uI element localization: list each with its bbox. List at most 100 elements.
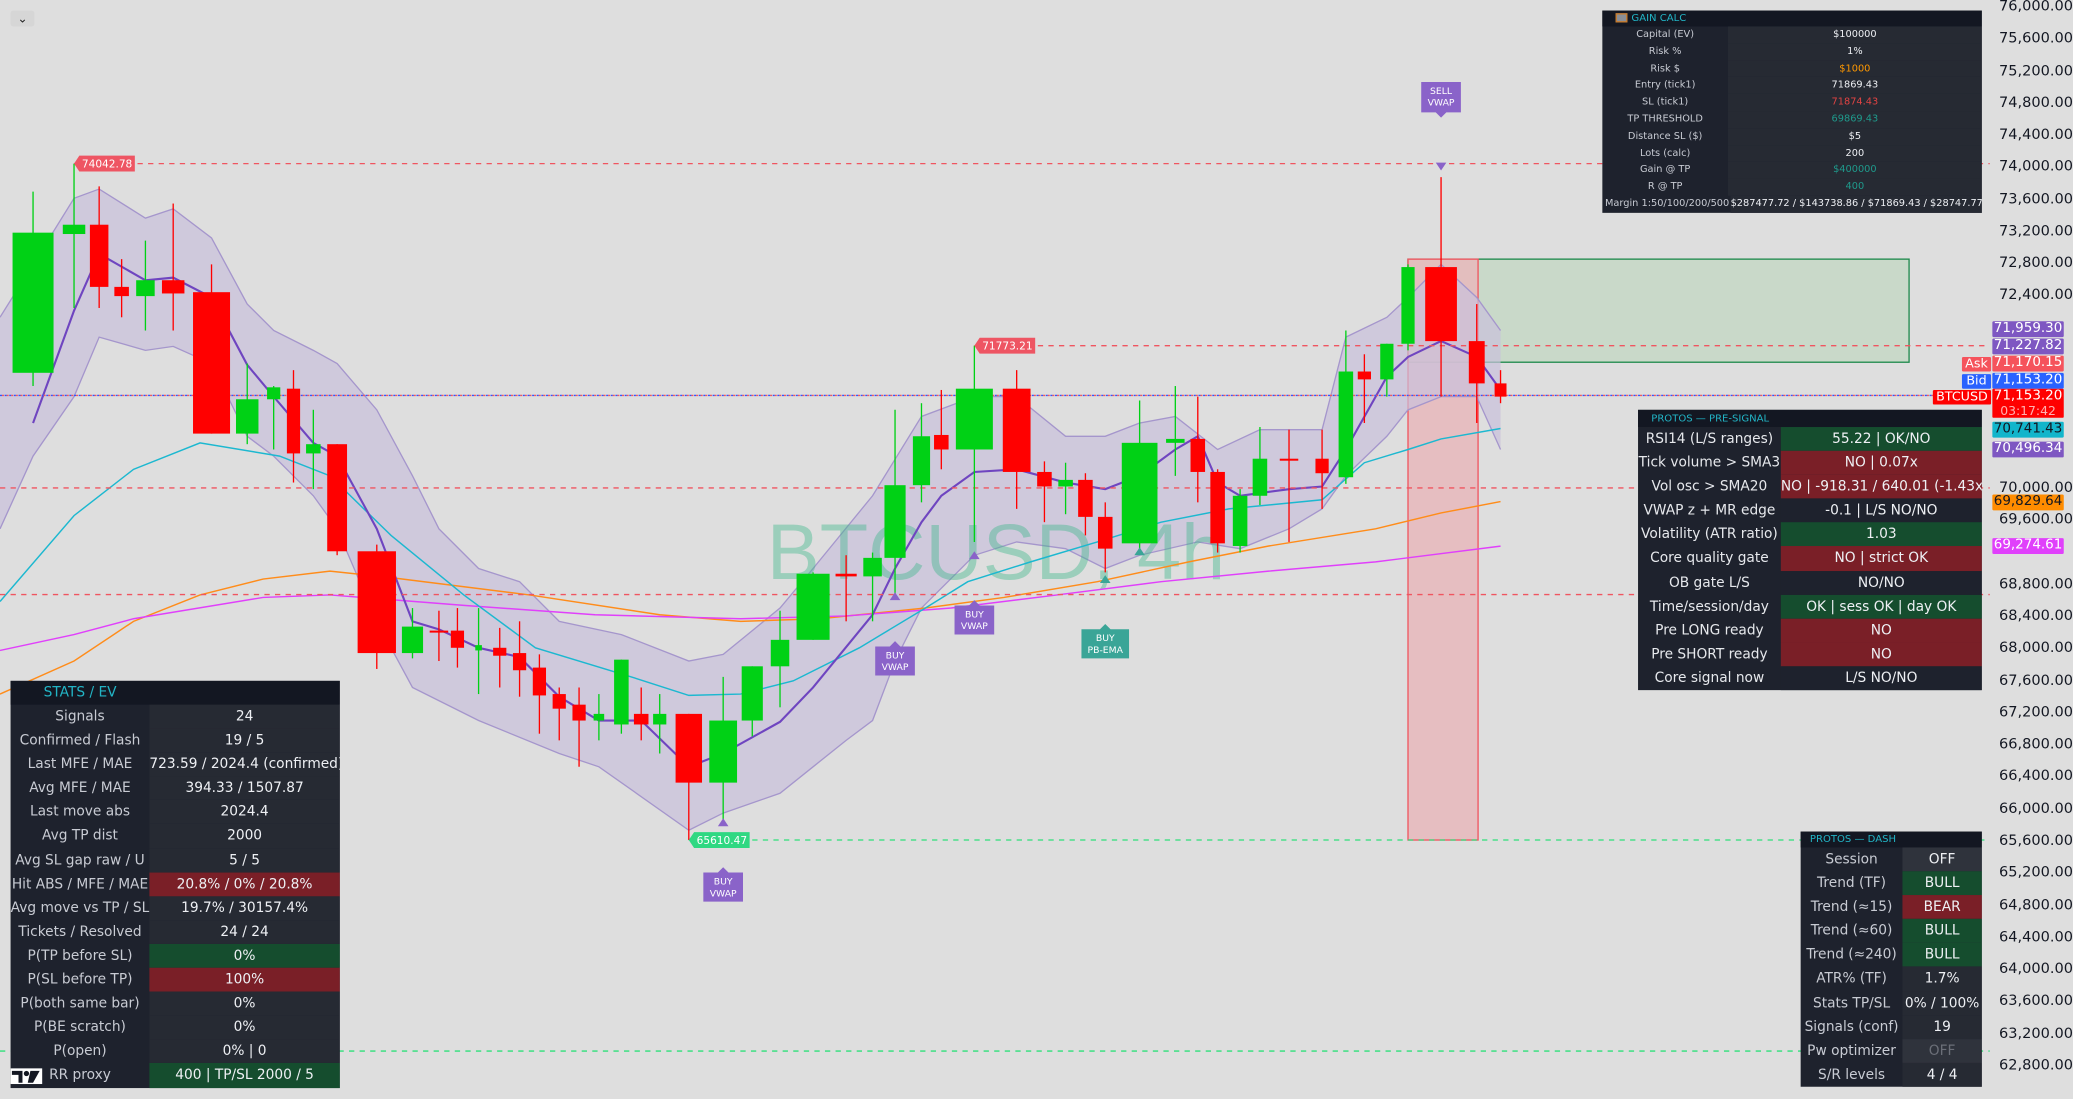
price-axis-tick: 69,600.00 (1998, 510, 2073, 528)
candle (796, 572, 830, 640)
price-tag-shape (74, 155, 135, 172)
signal-label-line1: BUY (965, 609, 984, 620)
row-label: SL (tick1) (1642, 95, 1689, 108)
table-row: OB gate L/S NO/NO (1638, 570, 1982, 595)
candle (1338, 330, 1354, 484)
candle-body (114, 286, 129, 297)
price-value: 69,274.61 (1993, 538, 2063, 553)
row-value: 394.33 / 1507.87 (149, 776, 340, 801)
candle-body (475, 645, 482, 651)
indicator-price-label: 71,959.30 (1992, 321, 2064, 338)
candle (1315, 429, 1329, 509)
row-label: Pw optimizer (1807, 1042, 1896, 1059)
candle-body (1121, 442, 1158, 544)
price-axis-tick: 72,400.00 (1998, 286, 2073, 304)
table-row: Signals 24 (11, 704, 340, 729)
cyan-ma-line (0, 427, 1501, 697)
candle-body (741, 666, 763, 721)
candle-body (675, 713, 703, 783)
candle (1097, 502, 1113, 573)
row-value: 24 / 24 (149, 919, 340, 944)
price-tag-text: 74042.78 (82, 159, 132, 171)
row-value: 71874.43 (1727, 94, 1982, 112)
candle (614, 659, 629, 734)
row-value: 0% (149, 991, 340, 1016)
candle (512, 621, 527, 697)
extreme-price-tag: 71773.21 (974, 337, 1036, 354)
candle-body (633, 713, 649, 725)
row-label: Trend (≈15) (1810, 899, 1893, 916)
price-axis-tick: 72,800.00 (1998, 254, 2073, 272)
candle (934, 389, 949, 470)
candle-body (552, 694, 566, 709)
row-label: Trend (≈240) (1806, 947, 1897, 963)
candle (1037, 461, 1052, 523)
candle-body (1078, 479, 1093, 517)
row-label: Hit ABS / MFE / MAE (11, 876, 149, 892)
row-label: VWAP z + MR edge (1643, 502, 1776, 519)
price-value: 70,496.34 (1993, 441, 2063, 457)
row-value: 2000 (149, 824, 340, 849)
candle-body (89, 224, 109, 287)
row-label: Entry (tick1) (1634, 78, 1696, 91)
candle-body (884, 485, 906, 558)
row-label: Tickets / Resolved (18, 923, 142, 940)
candle (1078, 473, 1093, 536)
dash-rows: Session OFF Trend (TF) BULL Trend (≈15) BEAR T… (1801, 847, 1982, 1087)
price-axis-tick: 76,000.00 (1998, 0, 2073, 15)
table-row: Core signal now L/S NO/NO (1638, 666, 1982, 691)
row-label: Risk % (1648, 44, 1682, 57)
tradingview-logo[interactable] (10, 1068, 43, 1085)
row-value: 1% (1727, 43, 1982, 61)
table-row: Last move abs 2024.4 (11, 800, 340, 825)
extreme-price-tag: 74042.78 (74, 155, 135, 172)
bid-price-label: 71,153.20 (1992, 372, 2064, 389)
stats-ev-rows: Signals 24 Confirmed / Flash 19 / 5 Last MFE… (11, 704, 340, 1088)
row-value: NO/NO (1780, 570, 1982, 595)
candle (1401, 264, 1415, 351)
table-row: Risk $ $1000 (1602, 60, 1982, 78)
table-row: Confirmed / Flash 19 / 5 (11, 728, 340, 753)
candle-body (136, 280, 155, 297)
candle (709, 676, 738, 820)
row-value: OFF (1902, 1038, 1982, 1063)
candle-body (1252, 458, 1268, 496)
collapse-legend-button[interactable]: ⌄ (10, 10, 35, 27)
candle-body (1357, 371, 1371, 380)
table-row: Gain @ TP $400000 (1602, 161, 1982, 179)
signal-label-line1: BUY (714, 876, 733, 887)
table-row: R @ TP 400 (1602, 178, 1982, 196)
signal-label-box (1081, 623, 1130, 659)
row-value: OK | sess OK | day OK (1780, 594, 1982, 619)
row-value: $100000 (1727, 26, 1982, 44)
price-axis-tick: 67,600.00 (1998, 671, 2073, 689)
row-label: Avg TP dist (42, 828, 118, 845)
gain-calc-rows: Capital (EV) $100000 Risk % 1% Risk $ $1000 En… (1602, 26, 1982, 213)
row-label: P(SL before TP) (27, 971, 133, 988)
candle-body (493, 647, 507, 656)
candle-body (770, 639, 790, 667)
row-value: 1.03 (1780, 522, 1982, 547)
row-value: 723.59 / 2024.4 (confirmed) (149, 752, 340, 777)
candle (675, 713, 703, 841)
row-value: $287477.72 / $143738.86 / $71869.43 / $2… (1730, 195, 1982, 213)
indicator-price-label: 69,829.64 (1992, 494, 2064, 511)
price-value: 70,741.43 (1993, 421, 2063, 437)
row-value: 0% | 0 (149, 1039, 340, 1064)
candle (62, 163, 86, 308)
gain-calc-header: GAIN CALC (1602, 10, 1982, 27)
table-row: Core quality gate NO | strict OK (1638, 546, 1982, 571)
table-row: Trend (≈240) BULL (1801, 943, 1982, 968)
candle-body (1494, 383, 1507, 397)
price-axis-tick: 64,000.00 (1998, 959, 2073, 978)
row-value: 100% (149, 967, 340, 992)
price-axis-tick: 65,200.00 (1998, 863, 2073, 881)
price-tag-text: 71773.21 (982, 341, 1032, 353)
candle-body (955, 388, 993, 450)
candle (1058, 462, 1073, 515)
dash-panel: PROTOS — DASH Session OFF Trend (TF) BULL Tr… (1800, 831, 1982, 1087)
